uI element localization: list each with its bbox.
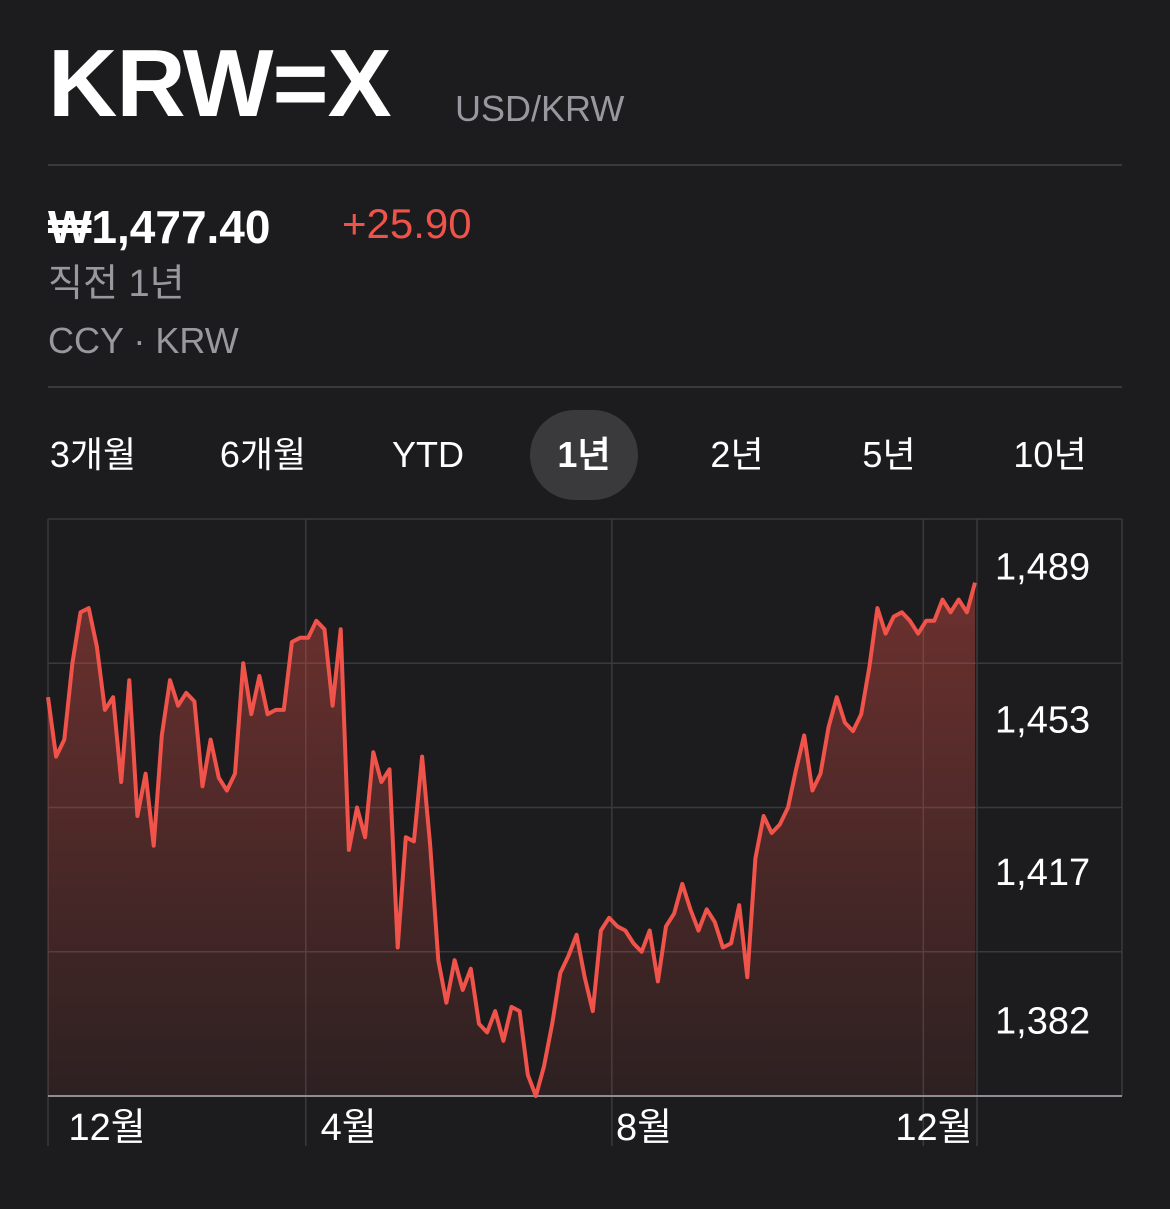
y-tick-label-1: 1,453 [995, 699, 1090, 741]
y-tick-label-2: 1,417 [995, 852, 1090, 894]
period-label: 직전 1년 [48, 263, 185, 305]
range-tab-2y[interactable]: 2년 [710, 434, 764, 475]
meta-divider [48, 386, 1122, 388]
range-tab-6m[interactable]: 6개월 [219, 434, 307, 475]
range-tab-3m[interactable]: 3개월 [49, 434, 137, 475]
range-tab-5y[interactable]: 5년 [862, 434, 916, 475]
x-tick-label-1: 4월 [321, 1107, 377, 1149]
y-tick-label-0: 1,489 [995, 547, 1090, 589]
currency-pair: USD/KRW [455, 88, 625, 129]
range-tab-1y[interactable]: 1년 [530, 410, 638, 500]
current-price: ₩1,477.40 [48, 201, 271, 253]
range-selector: 3개월 6개월 YTD 1년 2년 5년 10년 [0, 410, 1170, 500]
x-tick-label-3: 12월 [895, 1107, 972, 1149]
price-change: +25.90 [342, 200, 472, 247]
price-chart[interactable]: 1,489 1,453 1,417 1,382 12월 4월 8월 12월 [0, 515, 1170, 1155]
ticker-symbol: KRW=X [48, 30, 392, 137]
range-tab-10y[interactable]: 10년 [1013, 434, 1087, 475]
instrument-meta: CCY · KRW [48, 320, 239, 361]
y-tick-label-3: 1,382 [995, 1001, 1090, 1043]
price-line [46, 582, 977, 1098]
header-divider [48, 164, 1122, 166]
price-area-fill [48, 582, 975, 1096]
x-tick-label-2: 8월 [616, 1107, 672, 1149]
range-tab-ytd[interactable]: YTD [392, 434, 464, 475]
x-tick-label-0: 12월 [68, 1107, 145, 1149]
